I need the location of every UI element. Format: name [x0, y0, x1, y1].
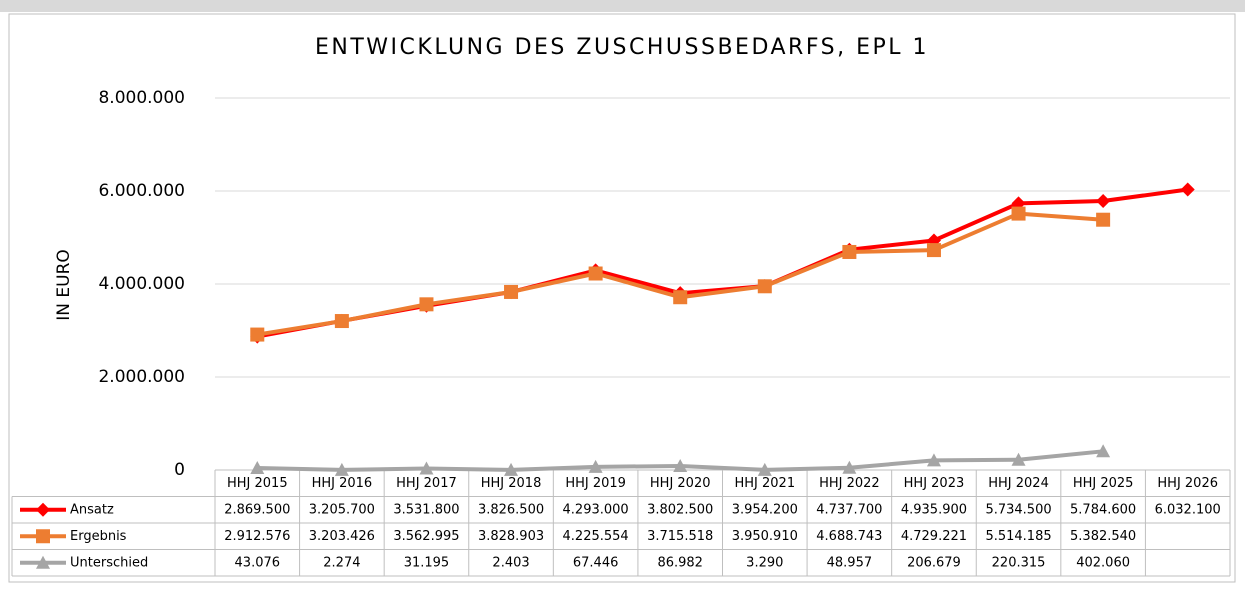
- table-value: 4.935.900: [901, 502, 967, 517]
- point: [926, 243, 941, 258]
- point: [757, 462, 772, 476]
- table-value: 206.679: [907, 555, 961, 570]
- table-value: 5.382.540: [1070, 529, 1136, 544]
- point: [673, 290, 688, 305]
- point: [504, 284, 519, 299]
- x-tick-label: HHJ 2015: [227, 476, 288, 491]
- table-value: 3.828.903: [478, 529, 544, 544]
- point: [419, 461, 434, 475]
- table-value: 86.982: [657, 555, 703, 570]
- table-value: 4.737.700: [816, 502, 882, 517]
- x-tick-label: HHJ 2019: [565, 476, 626, 491]
- x-tick-label: HHJ 2016: [312, 476, 373, 491]
- table-value: 3.954.200: [732, 502, 798, 517]
- table-value: 3.205.700: [309, 502, 375, 517]
- table-value: 3.290: [746, 555, 783, 570]
- legend-marker: [36, 529, 50, 544]
- chart-frame: [8, 13, 1236, 583]
- table-value: 5.734.500: [985, 502, 1051, 517]
- point: [1096, 194, 1111, 209]
- y-tick-label: 6.000.000: [98, 181, 185, 201]
- y-tick-label: 0: [174, 460, 185, 480]
- table-value: 3.562.995: [393, 529, 459, 544]
- chart-title: ENTWICKLUNG DES ZUSCHUSSBEDARFS, EPL 1: [315, 35, 929, 60]
- table-value: 3.531.800: [393, 502, 459, 517]
- table-value: 2.869.500: [224, 502, 290, 517]
- table-value: 3.950.910: [732, 529, 798, 544]
- point: [673, 458, 688, 472]
- y-tick-label: 8.000.000: [98, 88, 185, 108]
- legend-label: Unterschied: [70, 555, 148, 570]
- point: [842, 244, 857, 259]
- table-value: 4.293.000: [563, 502, 629, 517]
- point: [504, 462, 519, 476]
- table-value: 4.729.221: [901, 529, 967, 544]
- table-value: 2.912.576: [224, 529, 290, 544]
- table-value: 67.446: [573, 555, 619, 570]
- x-tick-label: HHJ 2021: [734, 476, 795, 491]
- table-value: 4.225.554: [563, 529, 629, 544]
- table-value: 6.032.100: [1155, 502, 1221, 517]
- table-value: 48.957: [827, 555, 873, 570]
- table-value: 5.784.600: [1070, 502, 1136, 517]
- x-tick-label: HHJ 2025: [1073, 476, 1134, 491]
- y-axis-label: IN EURO: [54, 249, 74, 321]
- legend-label: Ansatz: [70, 502, 114, 517]
- table-value: 2.403: [492, 555, 529, 570]
- point: [419, 297, 434, 312]
- point: [1096, 444, 1111, 458]
- table-value: 31.195: [404, 555, 450, 570]
- table-value: 3.826.500: [478, 502, 544, 517]
- table-value: 43.076: [235, 555, 281, 570]
- point: [588, 266, 603, 281]
- table-value: 5.514.185: [985, 529, 1051, 544]
- table-value: 3.715.518: [647, 529, 713, 544]
- table-value: 220.315: [992, 555, 1046, 570]
- y-tick-label: 4.000.000: [98, 274, 185, 294]
- table-value: 2.274: [323, 555, 360, 570]
- legend-label: Ergebnis: [70, 529, 127, 544]
- point: [1011, 452, 1026, 466]
- x-tick-label: HHJ 2023: [904, 476, 965, 491]
- top-strip: [0, 0, 1245, 12]
- table-value: 402.060: [1076, 555, 1130, 570]
- point: [757, 279, 772, 294]
- table-value: 3.203.426: [309, 529, 375, 544]
- legend-marker: [36, 502, 50, 517]
- point: [1011, 206, 1026, 221]
- x-tick-label: HHJ 2024: [988, 476, 1049, 491]
- point: [926, 453, 941, 467]
- x-tick-label: HHJ 2022: [819, 476, 880, 491]
- point: [588, 459, 603, 473]
- x-tick-label: HHJ 2017: [396, 476, 457, 491]
- point: [842, 460, 857, 474]
- y-tick-label: 2.000.000: [98, 367, 185, 387]
- x-tick-label: HHJ 2026: [1157, 476, 1218, 491]
- point: [250, 327, 265, 342]
- point: [1180, 182, 1195, 197]
- x-tick-label: HHJ 2018: [481, 476, 542, 491]
- point: [250, 460, 265, 474]
- point: [334, 462, 349, 476]
- table-value: 3.802.500: [647, 502, 713, 517]
- point: [334, 314, 349, 329]
- point: [1096, 212, 1111, 227]
- x-tick-label: HHJ 2020: [650, 476, 711, 491]
- table-value: 4.688.743: [816, 529, 882, 544]
- legend-marker: [36, 555, 50, 569]
